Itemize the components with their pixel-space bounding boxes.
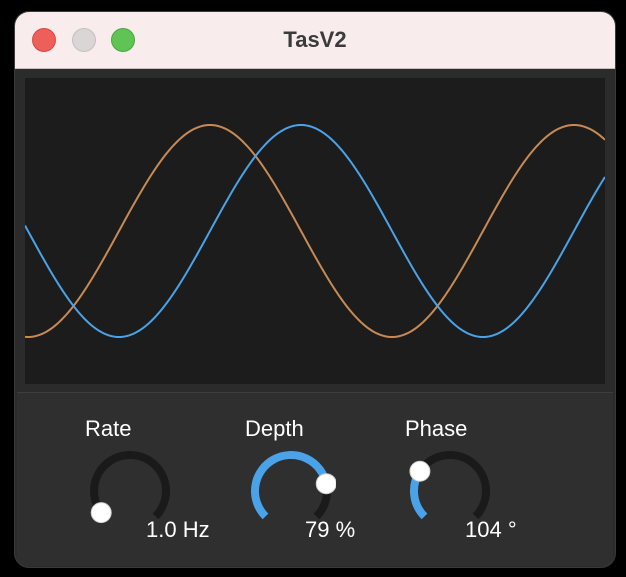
- phase-knob-handle[interactable]: [409, 460, 431, 482]
- title-bar[interactable]: TasV2: [15, 12, 615, 69]
- close-button[interactable]: [32, 28, 56, 52]
- minimize-button[interactable]: [72, 28, 96, 52]
- waveform-curve-b: [25, 124, 605, 338]
- rate-knob[interactable]: [85, 446, 175, 536]
- phase-label: Phase: [405, 416, 468, 441]
- maximize-button[interactable]: [111, 28, 135, 52]
- phase-knob[interactable]: [405, 446, 495, 536]
- depth-knob-handle[interactable]: [315, 473, 336, 495]
- waveform-svg: [25, 123, 605, 339]
- plugin-window: TasV2 Rate 1.0 Hz Depth 79 % Phase 104 °: [15, 12, 615, 567]
- depth-value: 79 %: [305, 517, 356, 542]
- waveform-display: [25, 78, 605, 384]
- rate-knob-handle[interactable]: [90, 502, 112, 524]
- rate-value: 1.0 Hz: [146, 517, 210, 542]
- rate-label: Rate: [85, 416, 132, 441]
- rate-knob-track: [90, 451, 170, 520]
- depth-knob[interactable]: [246, 446, 336, 536]
- knob-panel: Rate 1.0 Hz Depth 79 % Phase 104 °: [17, 392, 613, 566]
- depth-label: Depth: [245, 416, 304, 441]
- waveform-curve-a: [25, 123, 605, 339]
- phase-value: 104 °: [465, 517, 517, 542]
- depth-knob-fill: [251, 451, 331, 520]
- window-title: TasV2: [283, 27, 347, 52]
